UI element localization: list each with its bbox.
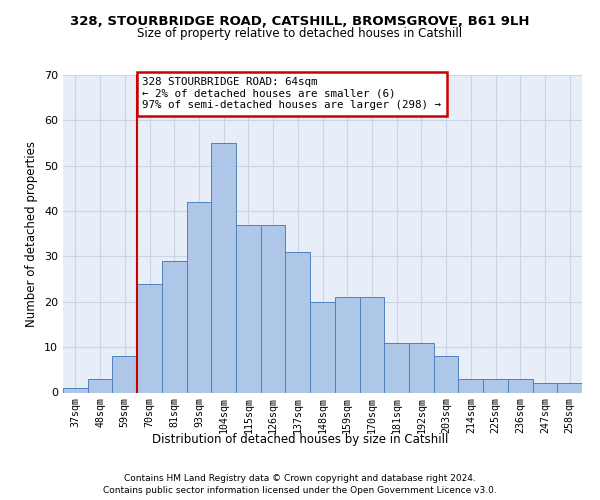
Bar <box>508 379 533 392</box>
Bar <box>409 342 434 392</box>
Bar <box>88 379 112 392</box>
Bar <box>434 356 458 393</box>
Bar <box>557 384 582 392</box>
Text: Contains HM Land Registry data © Crown copyright and database right 2024.: Contains HM Land Registry data © Crown c… <box>124 474 476 483</box>
Bar <box>236 224 261 392</box>
Bar <box>384 342 409 392</box>
Bar <box>359 297 384 392</box>
Y-axis label: Number of detached properties: Number of detached properties <box>25 141 38 327</box>
Bar <box>286 252 310 392</box>
Bar <box>335 297 359 392</box>
Bar <box>483 379 508 392</box>
Bar <box>261 224 286 392</box>
Bar <box>211 143 236 392</box>
Text: Contains public sector information licensed under the Open Government Licence v3: Contains public sector information licen… <box>103 486 497 495</box>
Text: 328, STOURBRIDGE ROAD, CATSHILL, BROMSGROVE, B61 9LH: 328, STOURBRIDGE ROAD, CATSHILL, BROMSGR… <box>70 15 530 28</box>
Text: 328 STOURBRIDGE ROAD: 64sqm
← 2% of detached houses are smaller (6)
97% of semi-: 328 STOURBRIDGE ROAD: 64sqm ← 2% of deta… <box>142 78 441 110</box>
Bar <box>112 356 137 393</box>
Text: Distribution of detached houses by size in Catshill: Distribution of detached houses by size … <box>152 432 448 446</box>
Bar <box>137 284 162 393</box>
Text: Size of property relative to detached houses in Catshill: Size of property relative to detached ho… <box>137 28 463 40</box>
Bar <box>533 384 557 392</box>
Bar <box>310 302 335 392</box>
Bar <box>162 261 187 392</box>
Bar <box>458 379 483 392</box>
Bar <box>187 202 211 392</box>
Bar <box>63 388 88 392</box>
